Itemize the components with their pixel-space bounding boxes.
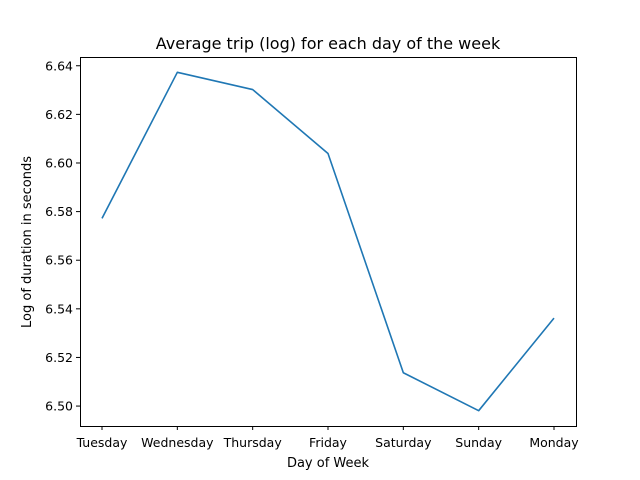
series-line-0: [101, 71, 555, 412]
x-tick-label-monday: Monday: [529, 435, 579, 450]
y-tick-label: 6.56: [45, 253, 73, 268]
y-tick-label: 6.58: [45, 204, 73, 219]
x-tick-label-tuesday: Tuesday: [76, 435, 128, 450]
y-tick-label: 6.50: [45, 399, 73, 414]
x-tick-label-sunday: Sunday: [455, 435, 502, 450]
x-axis-label: Day of Week: [287, 456, 370, 471]
x-tick-label-saturday: Saturday: [375, 435, 432, 450]
plot-area: [101, 71, 555, 412]
y-axis: 6.50 6.52 6.54 6.56 6.58 6.60 6.62 6.64: [45, 58, 80, 414]
y-tick-label: 6.62: [45, 107, 73, 122]
x-tick-label-wednesday: Wednesday: [141, 435, 214, 450]
plot-frame: [80, 57, 577, 427]
x-tick-label-thursday: Thursday: [223, 435, 283, 450]
y-axis-label: Log of duration in seconds: [20, 156, 35, 328]
x-tick-label-friday: Friday: [309, 435, 347, 450]
y-tick-label: 6.60: [45, 155, 73, 170]
x-axis: Tuesday Wednesday Thursday Friday Saturday Su…: [76, 426, 579, 450]
y-tick-label: 6.64: [45, 58, 73, 73]
y-tick-label: 6.54: [45, 301, 73, 316]
y-tick-label: 6.52: [45, 350, 73, 365]
chart-title: Average trip (log) for each day of the w…: [156, 34, 501, 53]
